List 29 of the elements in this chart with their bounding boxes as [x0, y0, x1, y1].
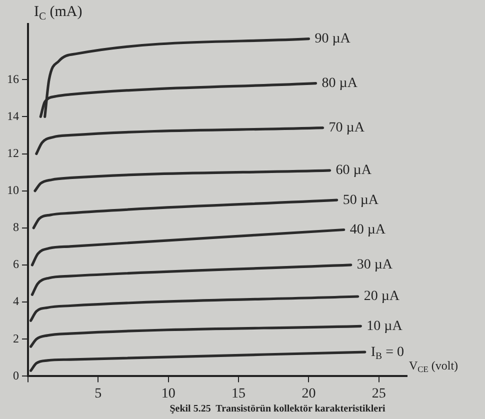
line-series [30, 264, 352, 296]
y-tick-label: 12 [7, 146, 19, 160]
x-tick-label: 5 [94, 386, 102, 402]
series-label: 60 µA [336, 163, 372, 178]
y-tick-label: 4 [13, 294, 19, 308]
y-tick-label: 14 [7, 108, 19, 123]
x-tick-label: 10 [161, 386, 176, 402]
line-series [32, 198, 338, 230]
y-tick-label: 16 [7, 72, 19, 86]
x-tick-label: 15 [232, 386, 246, 402]
series-label: 90 µA [314, 32, 352, 46]
series-label: 80 µA [322, 76, 358, 91]
line-series [34, 169, 332, 192]
y-tick-label: 6 [13, 257, 19, 272]
y-tick-label: 0 [13, 368, 19, 382]
y-tick-label: 10 [7, 182, 19, 197]
series-label: 70 µA [328, 120, 366, 136]
y-tick-label: 8 [13, 220, 19, 234]
y-tick-label: 2 [13, 331, 19, 346]
series-label: 30 µA [356, 258, 394, 273]
x-tick-label: 20 [302, 386, 316, 402]
x-tick-label: 25 [372, 386, 386, 402]
line-series [30, 228, 346, 266]
series-label: 50 µA [342, 192, 380, 208]
series-label: 20 µA [364, 289, 400, 304]
line-series [35, 126, 324, 156]
series-label: 10 µA [366, 318, 404, 334]
series-label: 40 µA [350, 222, 386, 238]
text: Şekil 5.25 Transistörün kollektör karakteristikleri [170, 404, 386, 415]
